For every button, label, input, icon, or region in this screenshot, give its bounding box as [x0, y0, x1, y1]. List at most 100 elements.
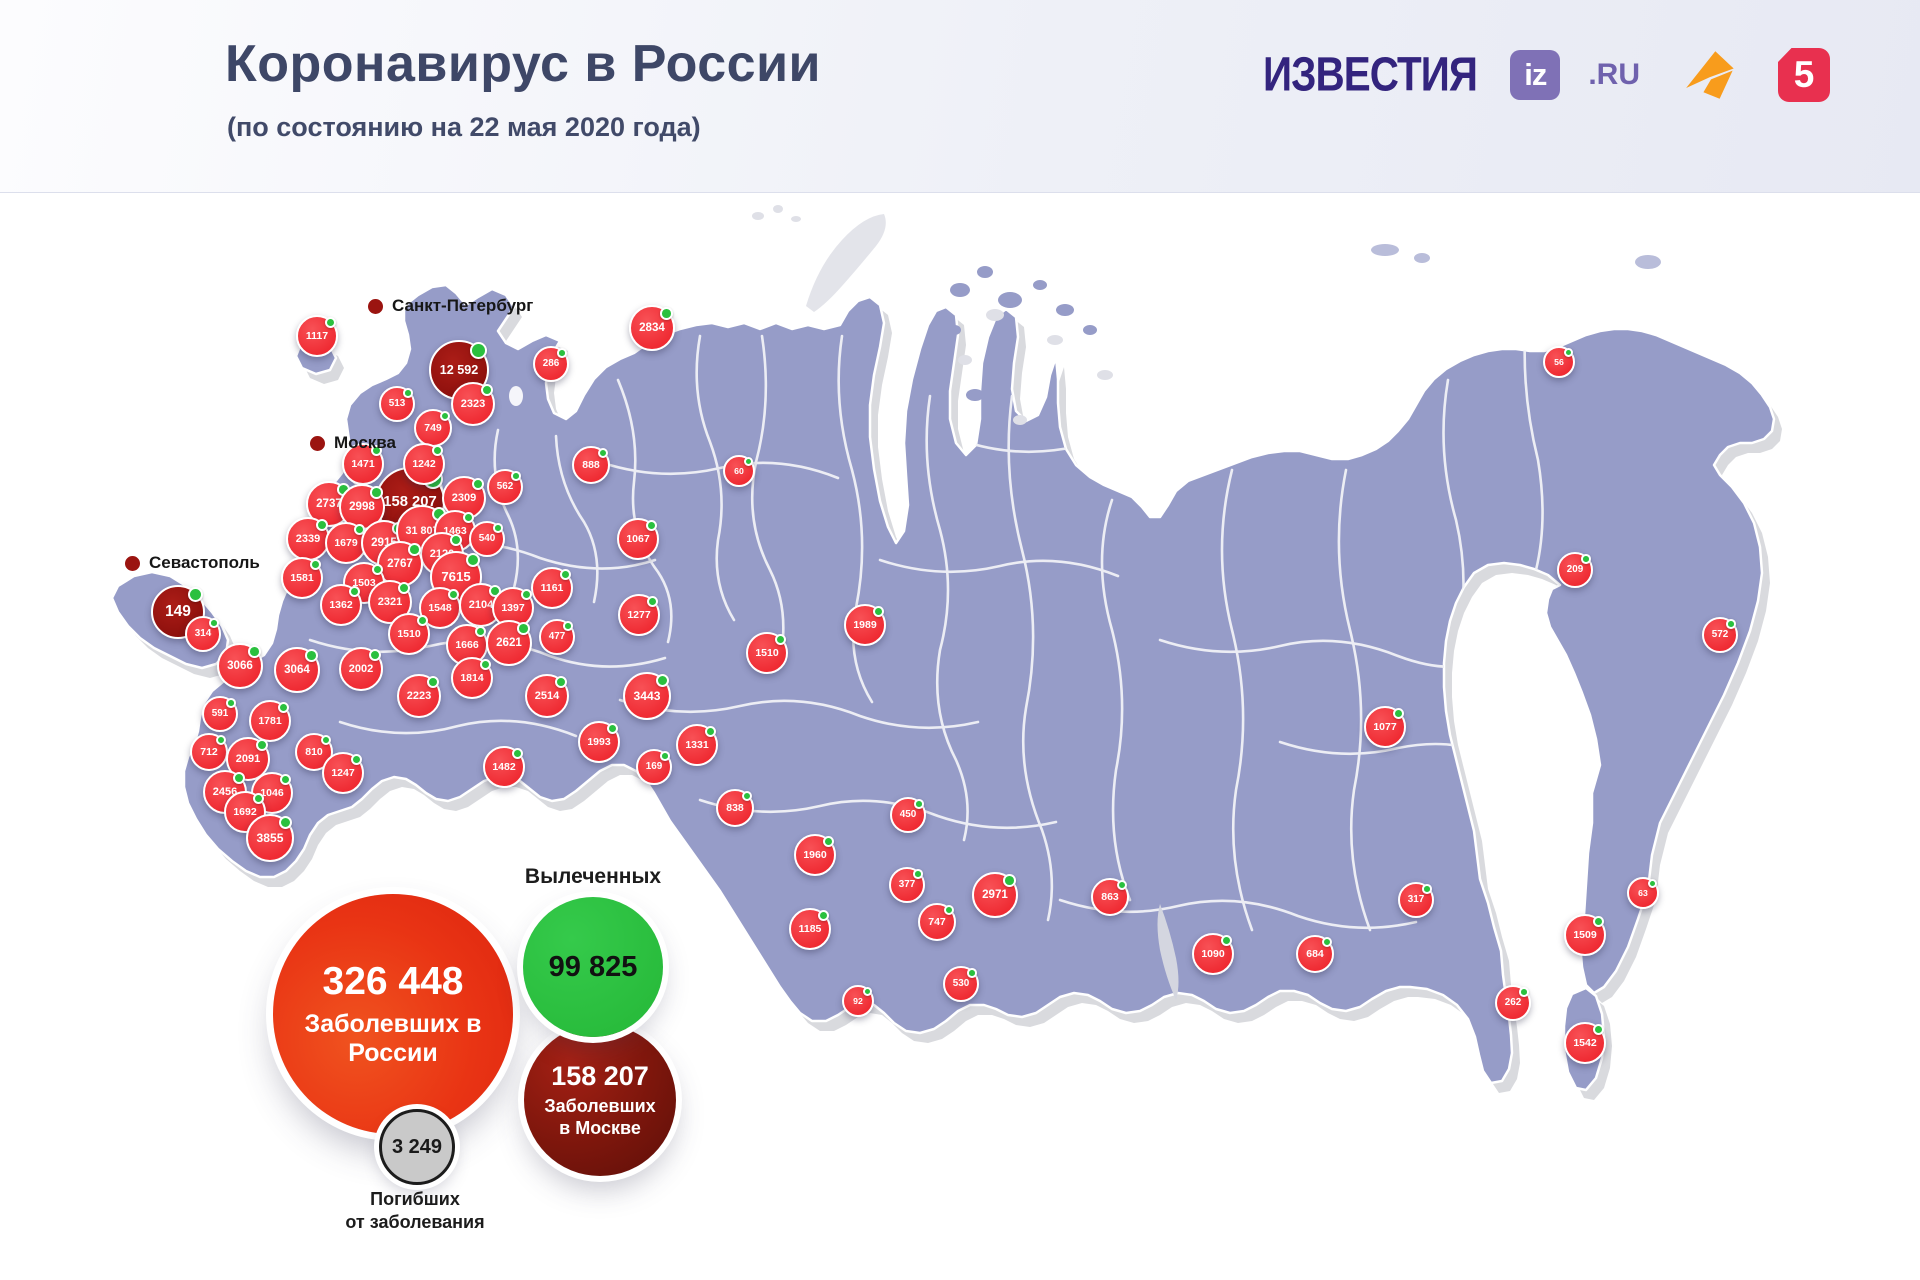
recovered-dot-icon: [822, 836, 834, 848]
region-bubble: 2339: [286, 517, 330, 561]
region-bubble: 314: [185, 616, 221, 652]
recovered-dot-icon: [913, 869, 923, 879]
recovered-dot-icon: [279, 774, 291, 786]
region-bubble: 1247: [322, 752, 364, 794]
city-bubble: 149: [151, 585, 205, 639]
recovered-dot-icon: [447, 589, 459, 601]
recovered-circle: 99 825: [523, 897, 663, 1037]
header: Коронавирус в России (по состоянию на 22…: [0, 0, 1920, 193]
region-bubble: 2621: [486, 620, 532, 666]
page-subtitle: (по состоянию на 22 мая 2020 года): [227, 112, 701, 142]
recovered-dot-icon: [704, 726, 716, 738]
recovered-dot-icon: [481, 384, 493, 396]
recovered-dot-icon: [914, 799, 924, 809]
recovered-dot-icon: [370, 486, 383, 499]
recovered-dot-icon: [655, 674, 669, 688]
recovered-dot-icon: [305, 649, 318, 662]
city-label: Санкт-Петербург: [368, 296, 533, 316]
moscow-infected-circle: 158 207 Заболевших в Москве: [524, 1024, 676, 1176]
region-bubble: 749: [414, 409, 452, 447]
recovered-dot-icon: [439, 411, 450, 422]
recovered-dot-icon: [646, 596, 658, 608]
city-dot-icon: [310, 435, 325, 451]
city-dot-icon: [125, 555, 140, 571]
arctic-islands: [752, 205, 1661, 425]
region-bubble: 2834: [629, 305, 675, 351]
ren-tv-logo: [1686, 51, 1734, 99]
recovered-dot-icon: [462, 512, 474, 524]
recovered-dot-icon: [350, 754, 362, 766]
moscow-infected-label-1: Заболевших: [544, 1095, 656, 1116]
recovered-dot-icon: [872, 606, 884, 618]
recovered-dot-icon: [278, 816, 292, 830]
region-bubble: 1960: [794, 834, 836, 876]
recovered-dot-icon: [431, 445, 443, 457]
recovered-dot-icon: [1648, 878, 1658, 888]
recovered-dot-icon: [660, 307, 673, 320]
recovered-dot-icon: [188, 587, 203, 602]
region-bubble: 1185: [789, 908, 831, 950]
recovered-dot-icon: [744, 456, 754, 466]
region-bubble: 591: [202, 696, 238, 732]
region-bubble: 810: [295, 733, 333, 771]
region-bubble: 3443: [623, 672, 671, 720]
region-bubble: 1242: [403, 443, 445, 485]
recovered-dot-icon: [1116, 880, 1127, 891]
recovered-dot-icon: [1321, 937, 1332, 948]
region-bubble: 2323: [451, 382, 495, 426]
region-bubble: 209: [1557, 552, 1593, 588]
region-bubble: 1993: [578, 721, 620, 763]
deaths-value: 3 249: [391, 1135, 443, 1158]
region-bubble: 169: [636, 749, 672, 785]
recovered-dot-icon: [1392, 708, 1404, 720]
region-bubble: 1482: [483, 746, 525, 788]
recovered-dot-icon: [256, 739, 268, 751]
recovered-dot-icon: [1220, 935, 1232, 947]
region-bubble: 92: [842, 985, 874, 1017]
recovered-label: Вылеченных: [524, 865, 662, 888]
recovered-dot-icon: [309, 559, 321, 571]
region-bubble: 1679: [325, 522, 367, 564]
recovered-dot-icon: [215, 735, 226, 746]
recovered-dot-icon: [408, 543, 421, 556]
region-bubble: 1581: [281, 557, 323, 599]
recovered-dot-icon: [1581, 554, 1591, 564]
recovered-dot-icon: [1422, 884, 1432, 894]
recovered-dot-icon: [817, 910, 829, 922]
recovered-dot-icon: [967, 968, 977, 978]
region-bubble: 450: [890, 797, 926, 833]
recovered-dot-icon: [1726, 619, 1736, 629]
recovered-dot-icon: [348, 586, 360, 598]
region-bubble: 684: [1296, 935, 1334, 973]
recovered-dot-icon: [226, 698, 236, 708]
city-name: Санкт-Петербург: [392, 296, 534, 315]
recovered-dot-icon: [370, 445, 382, 457]
recovered-dot-icon: [252, 793, 264, 805]
region-bubble: 262: [1495, 985, 1531, 1021]
recovered-dot-icon: [660, 751, 670, 761]
page-title: Коронавирус в России: [225, 35, 822, 93]
total-infected-circle: 326 448 Заболевших в России: [273, 894, 513, 1134]
recovered-dot-icon: [1592, 1024, 1604, 1036]
region-bubble: 63: [1627, 877, 1659, 909]
recovered-dot-icon: [369, 649, 381, 661]
moscow-infected-label-2: в Москве: [559, 1117, 641, 1138]
recovered-dot-icon: [277, 702, 289, 714]
region-bubble: 60: [723, 455, 755, 487]
region-bubble: 1161: [531, 567, 573, 609]
region-bubble: 863: [1091, 878, 1129, 916]
city-name: Москва: [334, 433, 396, 452]
city-label: Москва: [310, 433, 396, 453]
logo-group: ИЗВЕСТИЯ iz .RU 5: [1263, 46, 1830, 104]
recovered-dot-icon: [320, 735, 331, 746]
region-bubble: 477: [539, 619, 575, 655]
region-bubble: 838: [716, 789, 754, 827]
recovered-dot-icon: [403, 388, 413, 398]
region-bubble: 377: [889, 867, 925, 903]
total-infected-label-2: России: [348, 1039, 438, 1067]
region-bubble: 2002: [339, 647, 383, 691]
recovered-dot-icon: [371, 564, 383, 576]
